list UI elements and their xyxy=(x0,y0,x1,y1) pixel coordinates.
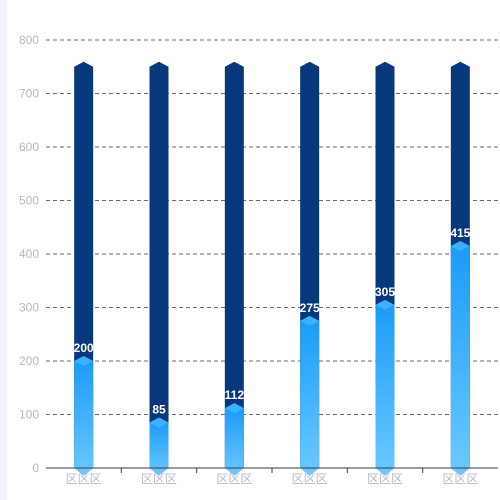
y-tick-label: 700 xyxy=(19,87,39,101)
value-bar xyxy=(300,320,320,476)
value-labels: 200 85 112 275 305 415 xyxy=(74,226,471,417)
value-bar-cap xyxy=(224,403,244,414)
value-bar-cap xyxy=(375,299,395,310)
x-category-label: 区区区 xyxy=(141,472,177,486)
background-bar xyxy=(224,61,244,468)
grid-lines xyxy=(46,39,498,415)
background-bars xyxy=(74,61,470,468)
y-axis-ticks: 0 100 200 300 400 500 600 700 800 xyxy=(19,33,39,475)
y-tick-label: 300 xyxy=(19,301,39,315)
y-tick-label: 800 xyxy=(19,33,39,47)
y-tick-label: 200 xyxy=(19,354,39,368)
x-category-label: 区区区 xyxy=(216,472,252,486)
x-axis: 区区区 区区区 区区区 区区区 区区区 区区区 xyxy=(46,467,498,486)
value-bar xyxy=(149,422,169,476)
y-tick-label: 100 xyxy=(19,408,39,422)
value-bar-cap xyxy=(74,356,94,366)
value-label: 415 xyxy=(450,226,470,240)
x-category-label: 区区区 xyxy=(66,472,102,486)
value-bars xyxy=(74,240,470,476)
value-label: 112 xyxy=(225,388,245,402)
value-bar xyxy=(375,304,395,476)
y-tick-label: 600 xyxy=(19,140,39,154)
value-label: 305 xyxy=(375,285,395,299)
value-bar-cap xyxy=(149,417,169,428)
value-bar xyxy=(450,245,470,476)
x-category-label: 区区区 xyxy=(367,472,403,486)
y-tick-label: 0 xyxy=(32,461,39,475)
value-label: 275 xyxy=(300,301,320,315)
x-category-label: 区区区 xyxy=(292,472,328,486)
value-label: 85 xyxy=(152,403,166,417)
y-tick-label: 400 xyxy=(19,247,39,261)
x-category-label: 区区区 xyxy=(442,472,478,486)
value-bar-cap xyxy=(300,315,320,326)
y-tick-label: 500 xyxy=(19,194,39,208)
value-bar-cap xyxy=(450,240,470,251)
value-bar xyxy=(74,361,94,476)
value-bar xyxy=(224,408,244,476)
background-bar xyxy=(149,61,169,468)
value-label: 200 xyxy=(74,341,94,355)
